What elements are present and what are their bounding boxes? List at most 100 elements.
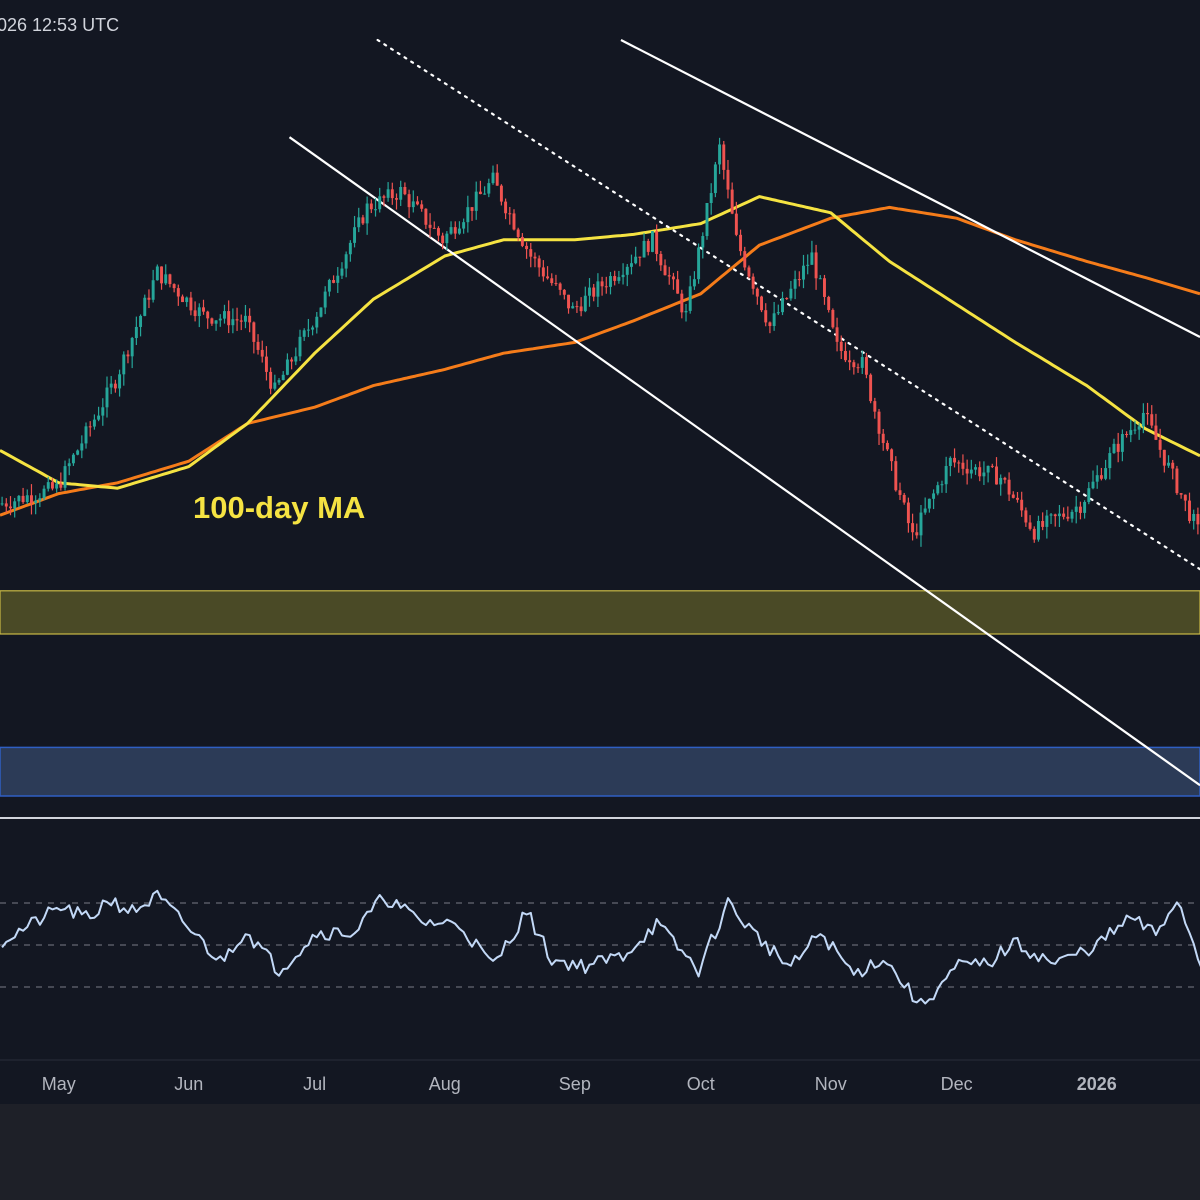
x-tick-label: Nov — [815, 1074, 847, 1094]
candle-body — [227, 311, 231, 326]
x-tick-label: Sep — [559, 1074, 591, 1094]
candle-body — [944, 465, 948, 485]
candle-body — [1125, 434, 1129, 436]
candle-body — [1007, 479, 1011, 495]
candle-body — [1099, 475, 1103, 479]
candle-body — [218, 318, 222, 321]
rsi-line[interactable] — [1, 889, 1200, 1005]
candle-body — [399, 186, 403, 200]
candle-body — [978, 467, 982, 477]
candle-body — [684, 310, 688, 313]
candle-body — [680, 293, 684, 313]
candle-body — [806, 264, 810, 266]
candle-body — [155, 266, 159, 281]
candle-body — [1091, 481, 1095, 489]
candle-body — [139, 315, 143, 327]
candle-body — [1171, 462, 1175, 469]
candle-body — [659, 253, 663, 266]
candle-body — [617, 277, 621, 281]
candle-body — [1154, 425, 1158, 440]
candle-body — [701, 236, 705, 248]
candle-body — [1053, 514, 1057, 517]
candle-body — [856, 367, 860, 369]
candle-body — [638, 256, 642, 258]
channel-mid-dotted-line[interactable] — [376, 38, 1200, 571]
candle-body — [428, 224, 432, 228]
candle-body — [751, 276, 755, 289]
candle-body — [1024, 510, 1028, 523]
candle-body — [1150, 414, 1154, 426]
candle-body — [336, 275, 340, 283]
channel-upper-line[interactable] — [620, 39, 1200, 338]
candle-body — [151, 280, 155, 300]
candle-body — [890, 449, 894, 462]
trend-channel[interactable] — [288, 38, 1200, 787]
candle-body — [453, 227, 457, 234]
candle-body — [957, 462, 961, 464]
candle-body — [650, 231, 654, 252]
candle-body — [1020, 499, 1024, 511]
candle-body — [42, 488, 46, 499]
candle-body — [315, 316, 319, 328]
candle-body — [1066, 516, 1070, 519]
candle-body — [374, 209, 377, 211]
channel-lower-line[interactable] — [288, 136, 1200, 787]
candle-body — [403, 186, 407, 195]
candle-body — [474, 191, 478, 211]
candle-body — [365, 203, 369, 224]
candle-body — [189, 297, 193, 311]
candle-body — [667, 275, 671, 277]
ma100-line[interactable] — [0, 195, 1200, 490]
support-zone-blue[interactable] — [0, 746, 1200, 797]
candle-body — [1183, 494, 1187, 501]
candle-body — [554, 283, 558, 285]
candle-body — [1129, 430, 1133, 435]
x-tick-label: 2026 — [1077, 1074, 1117, 1094]
candle-body — [13, 501, 17, 509]
candle-body — [634, 256, 638, 264]
candle-body — [327, 280, 331, 292]
candle-body — [739, 234, 743, 252]
candle-body — [176, 288, 180, 297]
candle-body — [172, 284, 176, 289]
candle-body — [831, 309, 835, 328]
candle-body — [827, 296, 831, 310]
candle-body — [1188, 500, 1191, 521]
candle-body — [1074, 506, 1078, 512]
candle-body — [298, 336, 302, 357]
candle-body — [185, 297, 189, 303]
candle-body — [369, 203, 373, 210]
candle-body — [416, 201, 419, 205]
candle-body — [1032, 528, 1036, 540]
candle-body — [692, 279, 696, 287]
candle-body — [772, 313, 776, 327]
candle-body — [361, 217, 365, 224]
candle-body — [197, 307, 201, 317]
candle-body — [193, 310, 197, 317]
candle-body — [730, 189, 734, 214]
candle-body — [982, 472, 986, 477]
candle-body — [1011, 494, 1015, 498]
candle-body — [17, 495, 21, 502]
candle-body — [646, 240, 650, 252]
candle-body — [487, 183, 491, 194]
candle-body — [340, 268, 344, 276]
candle-body — [143, 297, 147, 316]
candle-body — [1049, 514, 1053, 516]
support-zone-yellow[interactable] — [0, 590, 1200, 635]
candle-body — [1016, 497, 1019, 500]
candle-body — [252, 322, 256, 342]
candle-body — [760, 296, 764, 311]
candle-body — [953, 457, 957, 463]
candle-body — [483, 193, 487, 195]
candle-body — [709, 193, 713, 203]
candle-body — [625, 266, 629, 275]
candle-body — [269, 371, 273, 389]
candle-body — [726, 169, 730, 190]
candle-body — [382, 196, 386, 198]
time-axis[interactable]: May Jun Jul Aug Sep Oct Nov Dec 2026 — [42, 1074, 1117, 1094]
candle-body — [1028, 522, 1032, 529]
candle-body — [256, 341, 260, 350]
candle-body — [181, 296, 184, 303]
